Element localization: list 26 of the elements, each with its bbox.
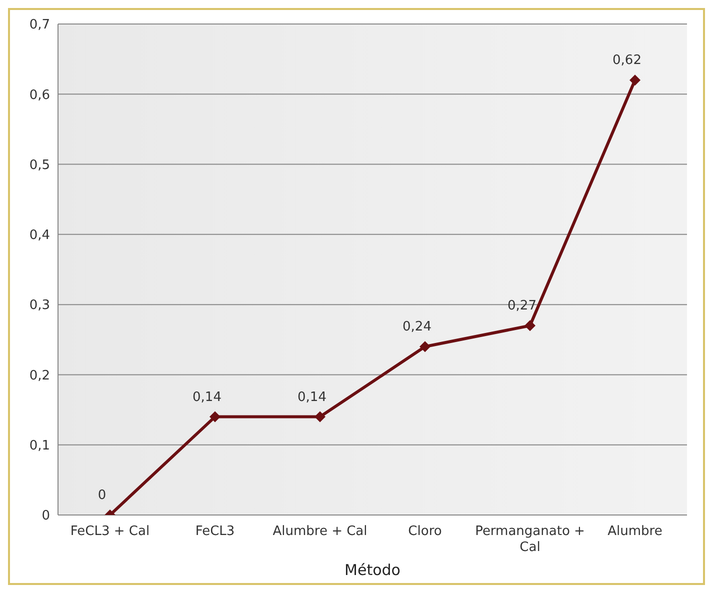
point xyxy=(420,341,430,352)
x-tick-label: FeCL3 + Cal xyxy=(70,524,150,539)
x-tick-label: Permanganato + Cal xyxy=(475,524,585,555)
x-tick-label: FeCL3 xyxy=(195,524,235,539)
x-tick-label: Alumbre + Cal xyxy=(272,524,368,539)
y-tick-label: 0,2 xyxy=(29,368,50,384)
y-tick-label: 0,7 xyxy=(29,18,50,33)
point xyxy=(210,411,220,422)
y-tick-label: 0,5 xyxy=(29,158,50,173)
point xyxy=(524,320,536,332)
point xyxy=(314,411,326,422)
x-axis-title: Método xyxy=(344,561,400,579)
y-tick-label: 0,3 xyxy=(29,298,50,314)
data-label: 0,62 xyxy=(612,53,642,68)
y-tick-label: 0,6 xyxy=(29,88,50,103)
data-label: 0,27 xyxy=(508,298,536,314)
y-tick-label: 0 xyxy=(42,508,50,524)
data-label: 0,14 xyxy=(298,390,326,405)
x-tick-label: Alumbre xyxy=(608,524,662,539)
data-label: 0,24 xyxy=(402,320,432,335)
y-tick-label: 0,1 xyxy=(29,438,50,454)
point xyxy=(630,74,640,86)
data-label: 0,14 xyxy=(192,390,222,405)
y-tick-label: 0,4 xyxy=(29,228,50,244)
x-tick-label: Cloro xyxy=(408,524,442,539)
data-label: 0 xyxy=(98,488,106,503)
